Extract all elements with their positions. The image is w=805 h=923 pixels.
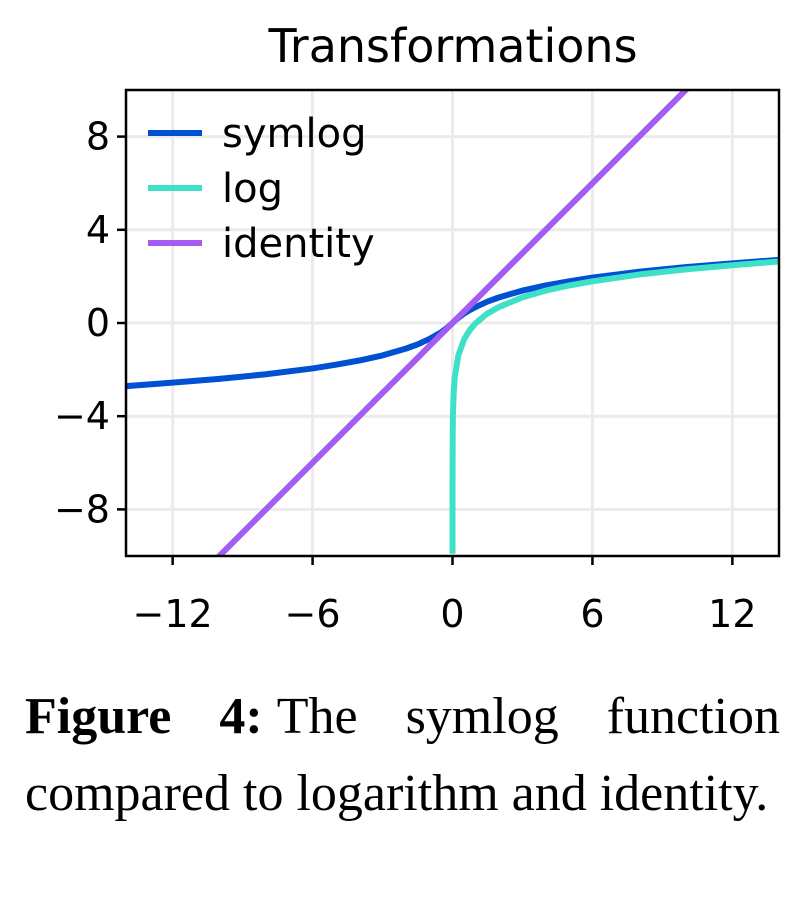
legend-label: symlog [222,111,366,157]
legend-label: identity [222,221,375,267]
axes: −12 −6 0 6 12 −8 −4 0 4 8 [54,115,757,636]
x-tick-label: −12 [133,592,213,636]
x-tick-label: 6 [580,592,604,636]
y-tick-label: 4 [86,208,110,252]
caption-label: Figure 4: [25,688,263,745]
chart: Transformations −12 −6 0 6 12 −8 −4 0 4 8 symlog l… [54,19,781,636]
y-tick-label: −8 [54,487,110,531]
plot-lines [126,90,779,556]
y-tick-label: −4 [54,394,110,438]
series-line [449,258,779,554]
y-tick-label: 0 [86,301,110,345]
x-tick-label: 12 [708,592,756,636]
chart-title: Transformations [267,19,637,73]
series-line [215,90,690,556]
x-tick-label: −6 [285,592,341,636]
caption: Figure 4: The symlog function compared to… [25,678,780,832]
y-tick-label: 8 [86,115,110,159]
legend: symlog log identity [148,111,375,267]
x-tick-label: 0 [440,592,464,636]
caption-text: The symlog function compared to logarith… [25,688,781,822]
legend-label: log [222,166,283,212]
